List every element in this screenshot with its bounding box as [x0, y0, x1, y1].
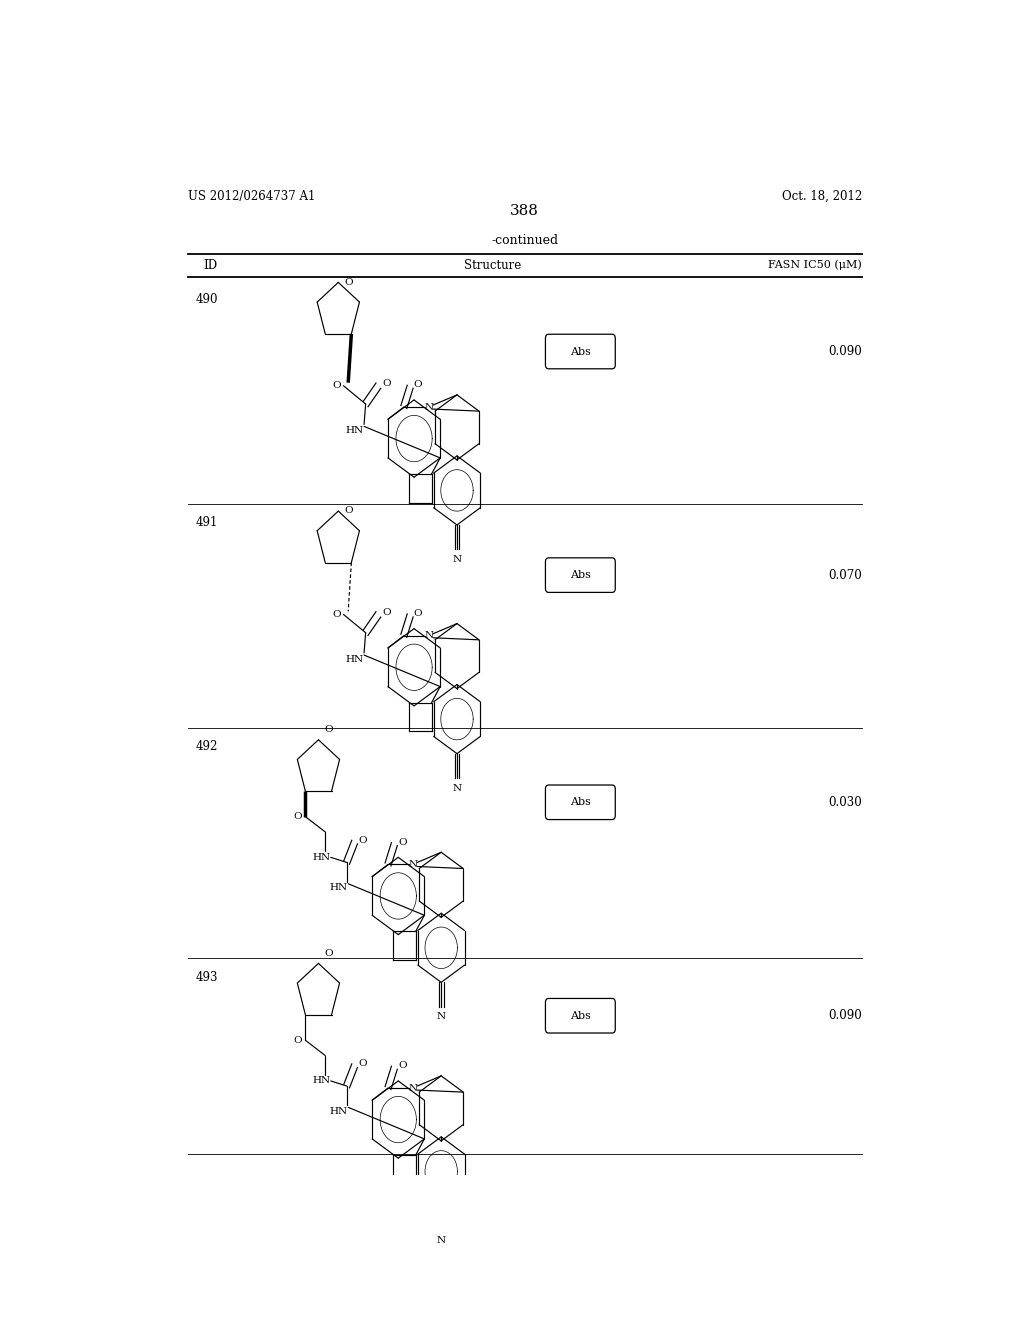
Text: HN: HN — [345, 655, 364, 664]
Text: 493: 493 — [196, 970, 218, 983]
Text: 492: 492 — [196, 739, 218, 752]
FancyBboxPatch shape — [546, 785, 615, 820]
Text: O: O — [333, 610, 341, 619]
Text: Abs: Abs — [570, 347, 591, 356]
Text: O: O — [293, 1036, 302, 1045]
Text: N: N — [425, 403, 434, 412]
Text: N: N — [453, 784, 462, 793]
Text: N: N — [436, 1236, 445, 1245]
FancyBboxPatch shape — [546, 558, 615, 593]
Text: HN: HN — [330, 883, 348, 892]
Text: 0.030: 0.030 — [828, 796, 862, 809]
Text: Oct. 18, 2012: Oct. 18, 2012 — [782, 190, 862, 202]
Text: N: N — [425, 631, 434, 640]
Text: HN: HN — [345, 426, 364, 436]
Text: O: O — [382, 609, 390, 616]
Text: N: N — [453, 554, 462, 564]
Text: HN: HN — [330, 1107, 348, 1115]
Text: FASN IC50 (μM): FASN IC50 (μM) — [768, 260, 862, 271]
Text: O: O — [398, 1061, 407, 1071]
Text: HN: HN — [312, 1076, 331, 1085]
Text: 388: 388 — [510, 205, 540, 218]
Text: 0.090: 0.090 — [828, 345, 862, 358]
Text: Abs: Abs — [570, 1011, 591, 1020]
Text: 0.090: 0.090 — [828, 1010, 862, 1022]
Text: O: O — [414, 380, 423, 389]
Text: O: O — [293, 812, 302, 821]
Text: Structure: Structure — [465, 259, 521, 272]
Text: O: O — [344, 507, 353, 515]
Text: ID: ID — [204, 259, 217, 272]
Text: N: N — [409, 859, 418, 869]
Text: O: O — [358, 836, 367, 845]
Text: O: O — [414, 609, 423, 618]
Text: Abs: Abs — [570, 570, 591, 579]
Text: O: O — [382, 379, 390, 388]
Text: O: O — [398, 838, 407, 846]
Text: US 2012/0264737 A1: US 2012/0264737 A1 — [187, 190, 315, 202]
Text: O: O — [325, 949, 334, 958]
FancyBboxPatch shape — [546, 334, 615, 368]
FancyBboxPatch shape — [546, 998, 615, 1034]
Text: O: O — [344, 277, 353, 286]
Text: N: N — [436, 1012, 445, 1022]
Text: HN: HN — [312, 853, 331, 862]
Text: O: O — [358, 1059, 367, 1068]
Text: O: O — [333, 381, 341, 391]
Text: 0.070: 0.070 — [828, 569, 862, 582]
Text: -continued: -continued — [492, 234, 558, 247]
Text: 490: 490 — [196, 293, 218, 305]
Text: Abs: Abs — [570, 797, 591, 808]
Text: N: N — [409, 1084, 418, 1093]
Text: 491: 491 — [196, 516, 218, 529]
Text: O: O — [325, 725, 334, 734]
